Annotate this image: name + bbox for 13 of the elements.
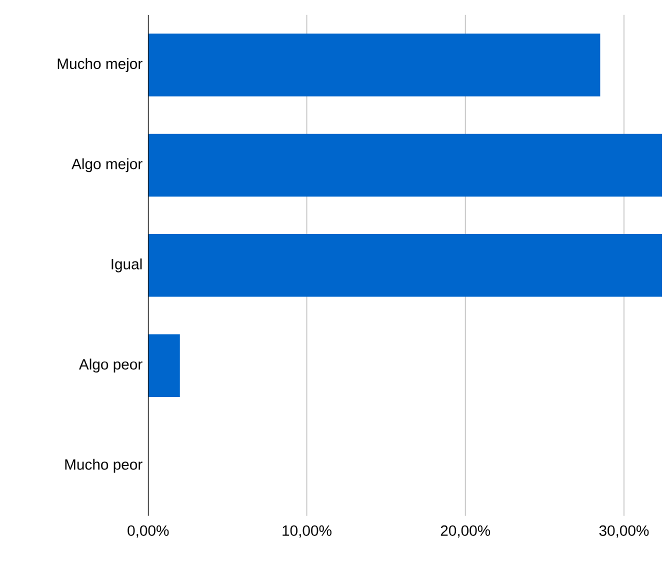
y-tick-label: Mucho mejor <box>58 58 142 72</box>
bar <box>148 234 662 297</box>
x-tick-label: 0,00% <box>128 526 169 538</box>
y-tick-label: Igual <box>112 258 142 273</box>
y-tick-label: Algo mejor <box>72 158 142 172</box>
x-tick-label: 10,00% <box>282 526 332 538</box>
x-tick-label: 20,00% <box>440 526 490 538</box>
bar <box>148 134 662 197</box>
bar <box>148 34 600 97</box>
y-tick-label: Algo peor <box>78 358 142 373</box>
bar <box>148 334 180 398</box>
x-tick-label: 30,00% <box>599 526 649 538</box>
y-tick-label: Mucho peor <box>65 459 142 473</box>
